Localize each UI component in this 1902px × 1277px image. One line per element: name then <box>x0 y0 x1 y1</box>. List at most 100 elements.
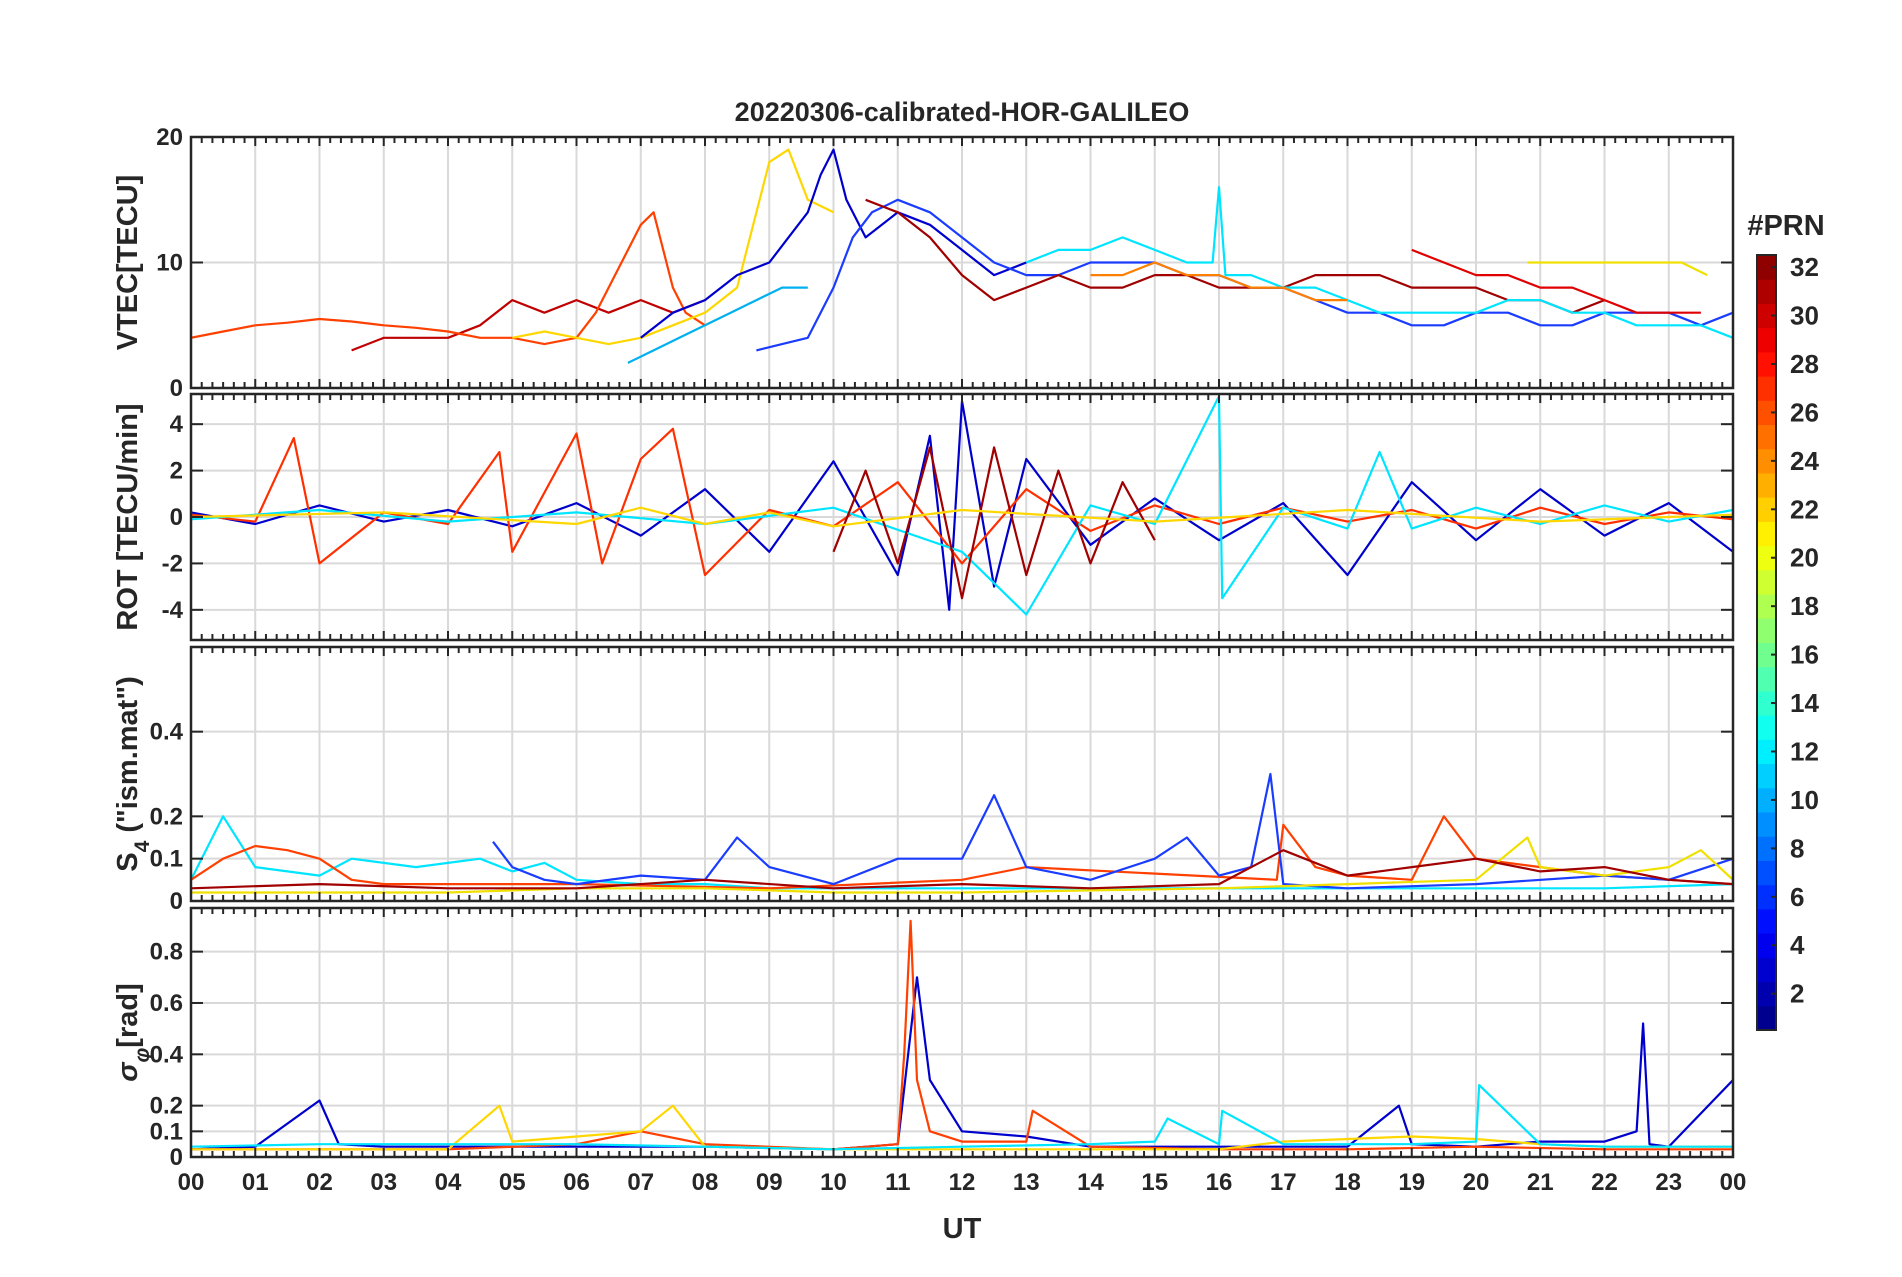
series-prn-26 <box>191 815 1733 890</box>
y-tick-label: 0.1 <box>150 846 183 873</box>
series-prn-27 <box>1411 248 1701 314</box>
colorbar-segment <box>1757 884 1776 910</box>
x-tick-label: 11 <box>885 1169 910 1196</box>
series-prn-20 <box>191 506 1733 528</box>
y-axis-label-vtec: VTEC[TECU] <box>112 175 144 351</box>
panel-s4: 0 0.1 0.2 0.4S4 ("ism.mat") <box>112 645 1735 915</box>
colorbar-segment <box>1757 327 1776 353</box>
x-tick-label: 14 <box>1077 1169 1104 1196</box>
colorbar-segment <box>1757 812 1776 837</box>
x-tick-label: 21 <box>1527 1169 1554 1196</box>
y-tick-label: 0.1 <box>150 1118 183 1145</box>
colorbar-tick-label: 22 <box>1790 494 1819 524</box>
x-tick-label: 09 <box>756 1169 783 1196</box>
series-prn-29 <box>865 198 1605 314</box>
x-tick-label: 01 <box>242 1169 269 1196</box>
x-tick-label: 10 <box>820 1169 847 1196</box>
series-prn-21 <box>191 836 1733 894</box>
colorbar-segment <box>1757 957 1776 983</box>
colorbar-segment <box>1757 787 1776 813</box>
chart-title: 20220306-calibrated-HOR-GALILEO <box>735 97 1190 127</box>
series-prn-29 <box>832 446 1156 600</box>
colorbar-segment <box>1757 497 1776 522</box>
series-prn-3 <box>191 976 1733 1151</box>
colorbar: 32 30 28 26 24 22 20 18 16 14 12 10 8 6 4 2 <box>1756 252 1819 1031</box>
colorbar-segment <box>1757 569 1776 595</box>
colorbar-segment <box>1757 666 1776 692</box>
colorbar-tick-label: 28 <box>1790 349 1819 379</box>
x-tick-label: 05 <box>499 1169 526 1196</box>
series-prn-11 <box>627 286 808 364</box>
colorbar-segment <box>1757 618 1776 643</box>
colorbar-tick-label: 2 <box>1790 979 1804 1009</box>
colorbar-segment <box>1757 448 1776 474</box>
colorbar-segment <box>1757 472 1776 498</box>
y-tick-label: -4 <box>162 597 184 624</box>
x-tick-label: 04 <box>435 1169 462 1196</box>
y-tick-label: 20 <box>156 124 183 151</box>
colorbar-segment <box>1757 303 1776 329</box>
y-tick-label: 0 <box>170 1144 183 1171</box>
y-tick-label: 2 <box>170 458 183 485</box>
colorbar-segment <box>1757 376 1776 401</box>
x-tick-label: 00 <box>1720 1169 1747 1196</box>
colorbar-segment <box>1757 908 1776 934</box>
series-prn-30 <box>351 299 706 352</box>
colorbar-segment <box>1757 690 1776 716</box>
colorbar-segment <box>1757 351 1776 377</box>
series-prn-24 <box>1090 261 1348 302</box>
x-tick-label: 12 <box>949 1169 976 1196</box>
series-prn-30 <box>191 849 1733 890</box>
colorbar-segment <box>1757 715 1776 740</box>
series-prn-11 <box>191 815 1733 890</box>
colorbar-segment <box>1757 255 1776 280</box>
x-tick-label: 06 <box>563 1169 590 1196</box>
colorbar-tick-label: 26 <box>1790 397 1819 427</box>
series-prn-5 <box>492 772 1733 890</box>
colorbar-tick-label: 8 <box>1790 833 1804 863</box>
colorbar-tick-label: 4 <box>1790 930 1805 960</box>
x-tick-label: 23 <box>1655 1169 1682 1196</box>
x-tick-label: 03 <box>370 1169 397 1196</box>
panel-rot: -4 -2 0 2 4 ROT [TECU/min] <box>112 392 1735 642</box>
colorbar-tick-label: 18 <box>1790 591 1819 621</box>
x-tick-label: 15 <box>1141 1169 1168 1196</box>
colorbar-segment <box>1757 739 1776 765</box>
series-group-s4 <box>191 772 1733 894</box>
x-tick-label: 18 <box>1334 1169 1361 1196</box>
y-tick-label: -2 <box>162 550 183 577</box>
series-prn-26 <box>191 919 1733 1151</box>
colorbar-segment <box>1757 1005 1776 1031</box>
colorbar-segment <box>1757 860 1776 886</box>
colorbar-tick-label: 14 <box>1790 688 1819 718</box>
x-tick-label: 16 <box>1206 1169 1233 1196</box>
x-axis-label: UT <box>943 1213 982 1245</box>
x-tick-label: 00 <box>178 1169 205 1196</box>
x-tick-label: 22 <box>1591 1169 1618 1196</box>
y-tick-label: 0.6 <box>150 990 183 1017</box>
colorbar-tick-label: 30 <box>1790 301 1819 331</box>
colorbar-segment <box>1757 424 1776 450</box>
colorbar-tick-label: 6 <box>1790 882 1804 912</box>
y-tick-label: 0.4 <box>150 1041 184 1068</box>
series-prn-26 <box>191 211 706 346</box>
colorbar-segment <box>1757 642 1776 668</box>
colorbar-label: #PRN <box>1747 210 1824 242</box>
series-prn-3 <box>640 148 1027 339</box>
plot-frame-s4 <box>189 645 1735 903</box>
colorbar-segment <box>1757 279 1776 304</box>
colorbar-segment <box>1757 763 1776 789</box>
colorbar-segment <box>1757 836 1776 861</box>
series-prn-20 <box>512 148 834 346</box>
colorbar-tick-label: 16 <box>1790 640 1819 670</box>
y-tick-label: 0.2 <box>150 1093 183 1120</box>
x-tick-label: 20 <box>1463 1169 1490 1196</box>
colorbar-segment <box>1757 400 1776 426</box>
colorbar-tick-label: 20 <box>1790 543 1819 573</box>
colorbar-segment <box>1757 521 1776 547</box>
y-axis-label-rot: ROT [TECU/min] <box>112 403 144 630</box>
y-axis-label-sigma: σφ[rad] <box>112 983 154 1081</box>
x-tick-label: 07 <box>627 1169 654 1196</box>
